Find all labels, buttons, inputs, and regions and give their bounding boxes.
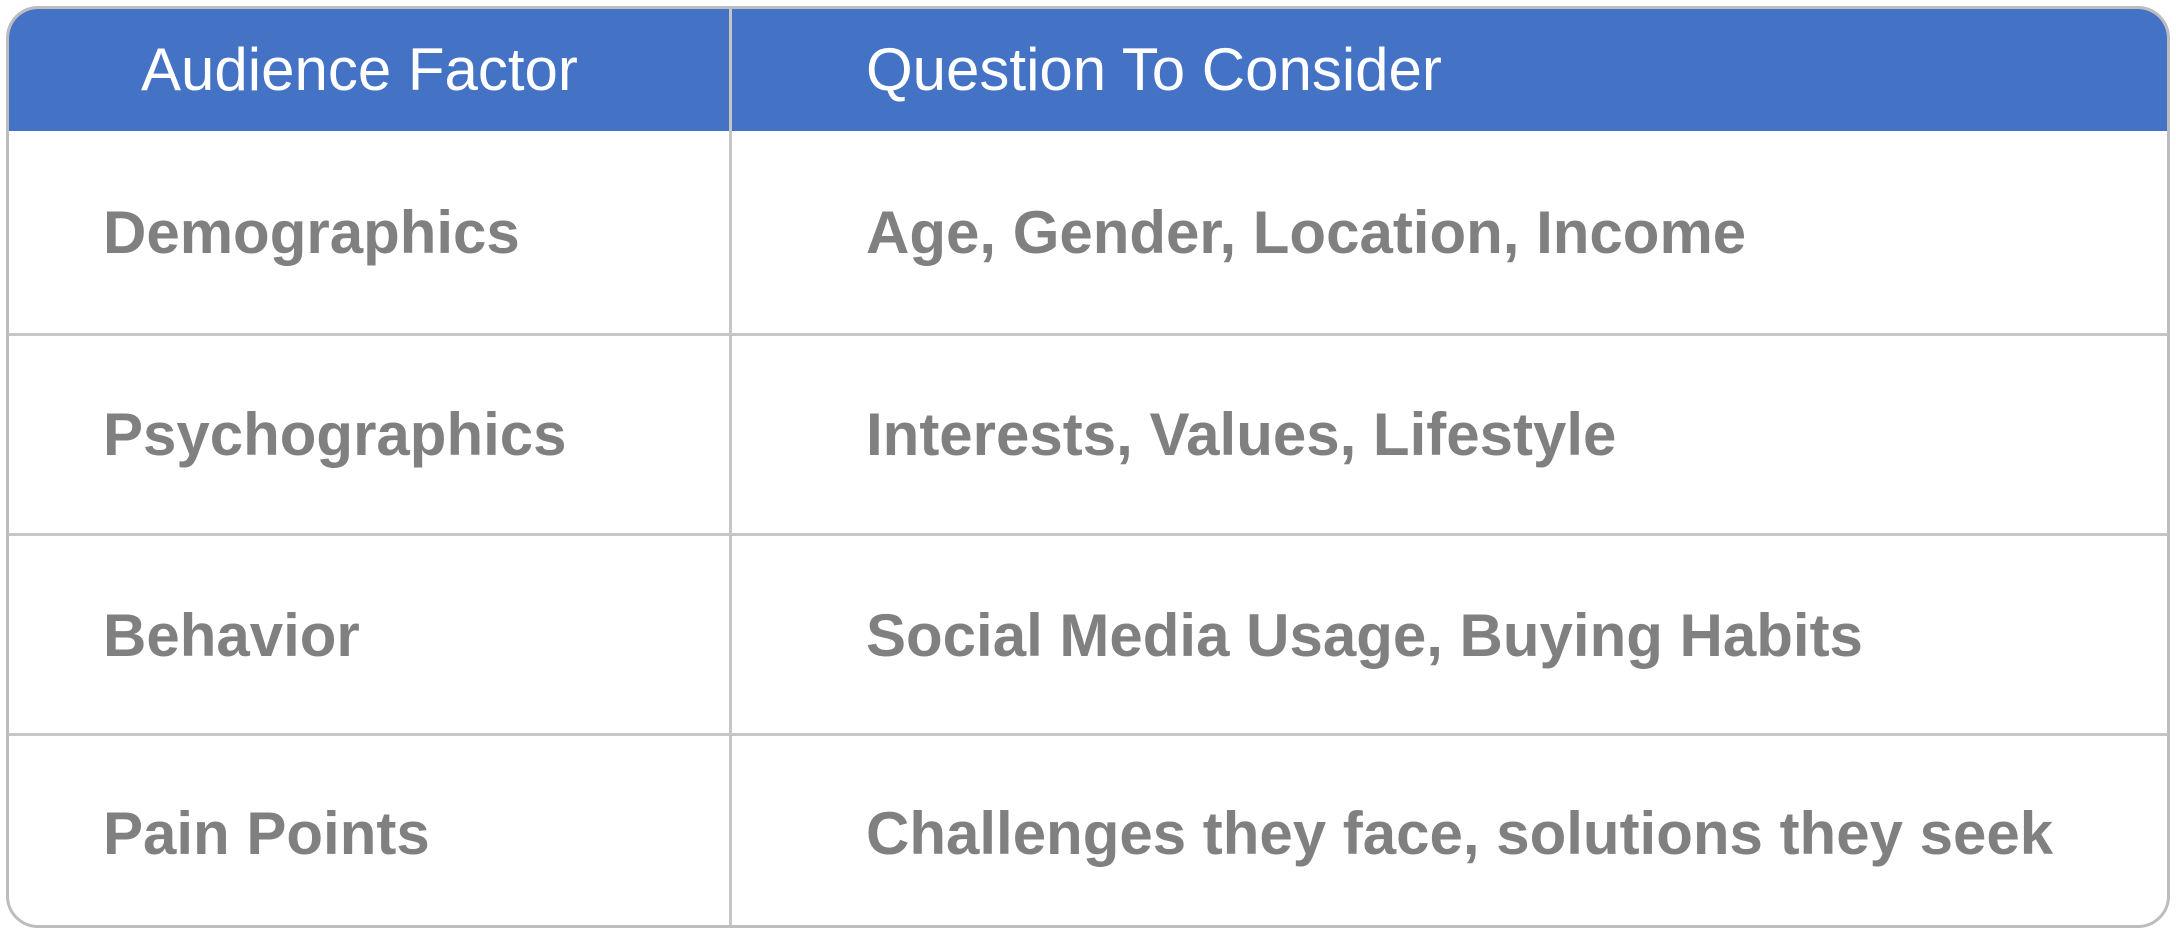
audience-table: Audience Factor Question To Consider Dem… xyxy=(6,6,2170,928)
table-header-row: Audience Factor Question To Consider xyxy=(9,9,2167,131)
row-divider xyxy=(9,533,2167,536)
header-question-to-consider: Question To Consider xyxy=(866,36,1442,103)
factor-cell: Pain Points xyxy=(103,799,430,867)
column-divider xyxy=(729,9,732,925)
question-cell: Age, Gender, Location, Income xyxy=(866,198,1747,266)
question-cell: Challenges they face, solutions they see… xyxy=(866,799,2054,867)
table-row: Behavior Social Media Usage, Buying Habi… xyxy=(9,535,2167,735)
header-audience-factor: Audience Factor xyxy=(141,36,578,103)
question-cell: Social Media Usage, Buying Habits xyxy=(866,601,1863,669)
factor-cell: Behavior xyxy=(103,601,360,669)
table-row: Pain Points Challenges they face, soluti… xyxy=(9,735,2167,925)
row-divider xyxy=(9,333,2167,336)
question-cell: Interests, Values, Lifestyle xyxy=(866,400,1617,468)
factor-cell: Demographics xyxy=(103,198,520,266)
factor-cell: Psychographics xyxy=(103,400,567,468)
table-row: Demographics Age, Gender, Location, Inco… xyxy=(9,131,2167,333)
table-row: Psychographics Interests, Values, Lifest… xyxy=(9,333,2167,535)
row-divider xyxy=(9,733,2167,736)
